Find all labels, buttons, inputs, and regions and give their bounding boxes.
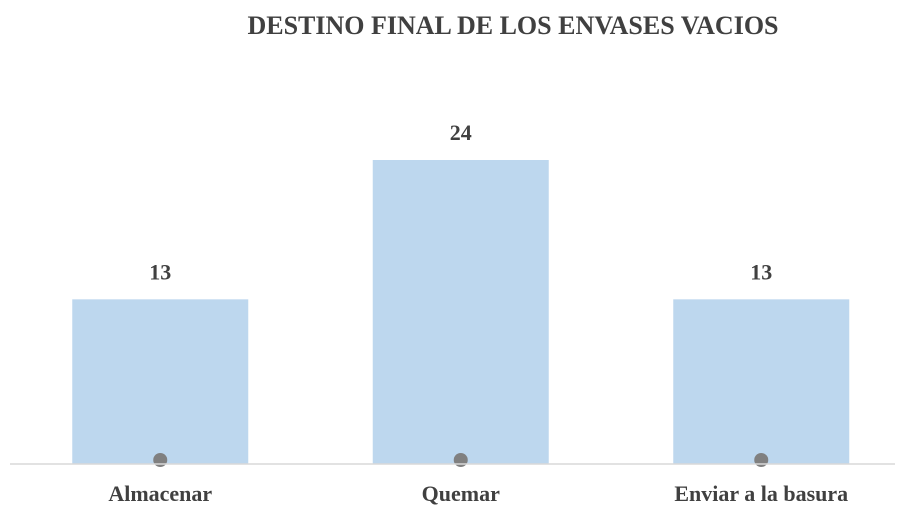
x-tick-label: Enviar a la basura	[674, 481, 848, 506]
marker-dot	[754, 453, 769, 467]
marker-dot	[453, 453, 468, 467]
chart-title: DESTINO FINAL DE LOS ENVASES VACIOS	[247, 11, 778, 40]
bar	[372, 160, 549, 464]
data-label: 13	[750, 259, 772, 284]
x-tick-label: Quemar	[422, 481, 500, 506]
bar	[72, 299, 249, 464]
bar	[673, 299, 850, 464]
marker-dot	[153, 453, 168, 467]
data-label: 24	[450, 120, 472, 145]
data-label: 13	[149, 259, 171, 284]
x-tick-label: Almacenar	[108, 481, 212, 506]
